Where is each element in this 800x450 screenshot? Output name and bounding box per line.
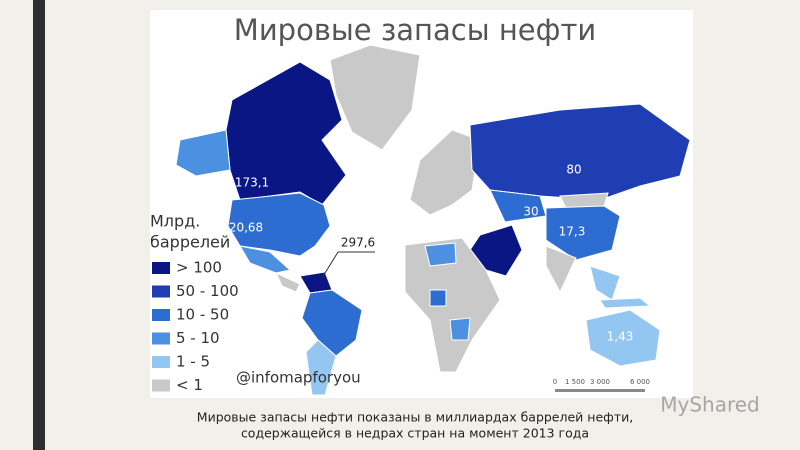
country	[449, 317, 471, 341]
country	[424, 242, 457, 267]
legend-label: 10 - 50	[176, 306, 229, 324]
legend-label: < 1	[176, 376, 203, 394]
caption: Мировые запасы нефти показаны в миллиард…	[197, 410, 633, 425]
legend-label: 1 - 5	[176, 353, 210, 371]
country	[404, 237, 501, 373]
callout-line	[321, 251, 339, 279]
country	[599, 297, 652, 309]
legend-swatch	[152, 379, 170, 392]
legend-swatch	[152, 285, 170, 298]
legend-swatch	[152, 356, 170, 368]
scale-label: 3 000	[590, 378, 610, 386]
legend-swatch	[152, 262, 170, 274]
legend-swatch	[152, 332, 170, 345]
country	[239, 245, 292, 274]
caption: содержащейся в недрах стран на момент 20…	[241, 426, 589, 441]
legend-label: 5 - 10	[176, 329, 220, 347]
scale-label: 1 500	[565, 378, 585, 386]
scale-bar: 0 1 500 3 000 6 000	[553, 378, 650, 392]
country-value: 20,68	[229, 221, 263, 235]
scale-label: 6 000	[630, 378, 650, 386]
country	[429, 289, 447, 307]
country	[301, 289, 363, 357]
country	[545, 205, 621, 261]
country	[274, 271, 301, 293]
country	[305, 339, 337, 396]
country	[585, 309, 661, 367]
world-map	[175, 44, 691, 396]
country	[469, 103, 691, 201]
country	[175, 129, 231, 177]
country	[329, 44, 421, 151]
country-value: 297,6	[341, 236, 375, 250]
legend-label: > 100	[176, 259, 222, 277]
country	[545, 245, 577, 294]
country-value: 80	[566, 163, 581, 177]
map-title: Мировые запасы нефти	[234, 13, 596, 47]
country-value: 30	[523, 205, 538, 219]
country-value: 1,43	[607, 330, 634, 344]
country-value: 17,3	[559, 225, 586, 239]
legend-swatch	[152, 309, 170, 321]
legend-title: баррелей	[150, 233, 230, 252]
legend-label: 50 - 100	[176, 282, 239, 300]
country	[227, 192, 331, 257]
watermark: MyShared	[660, 393, 760, 417]
scale-line	[555, 389, 645, 392]
legend: > 100 50 - 100 10 - 50 5 - 10 1 - 5 < 1	[152, 259, 239, 394]
credit: @infomapforyou	[236, 369, 361, 387]
country-value: 173,1	[235, 176, 269, 190]
side-bar	[33, 0, 45, 450]
scale-label: 0	[553, 378, 557, 386]
legend-title: Млрд.	[150, 212, 200, 231]
